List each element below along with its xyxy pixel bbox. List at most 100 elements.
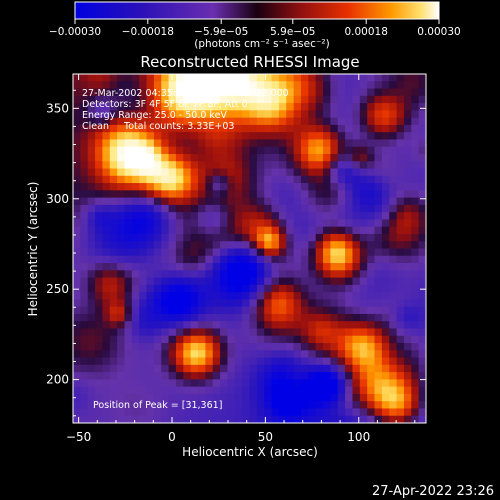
heatmap-cell	[124, 233, 133, 242]
heatmap-cell	[198, 168, 206, 177]
heatmap-cell	[117, 335, 126, 344]
heatmap-cell	[146, 212, 155, 221]
heatmap-cell	[403, 335, 412, 344]
heatmap-cell	[234, 132, 243, 141]
heatmap-cell	[300, 132, 309, 141]
heatmap-cell	[389, 124, 398, 133]
heatmap-cell	[205, 190, 214, 199]
heatmap-cell	[286, 161, 295, 170]
heatmap-cell	[345, 117, 354, 126]
heatmap-cell	[249, 350, 258, 359]
heatmap-cell	[308, 81, 317, 90]
heatmap-cell	[403, 241, 412, 250]
heatmap-cell	[411, 350, 420, 359]
heatmap-cell	[117, 299, 126, 308]
heatmap-cell	[300, 408, 309, 417]
heatmap-cell	[278, 372, 287, 380]
heatmap-cell	[234, 364, 243, 373]
heatmap-cell	[153, 343, 162, 351]
heatmap-cell	[381, 161, 390, 170]
heatmap-cell	[220, 233, 229, 242]
heatmap-cell	[87, 401, 96, 410]
heatmap-cell	[175, 321, 184, 330]
heatmap-cell	[102, 335, 111, 344]
heatmap-cell	[330, 284, 339, 293]
heatmap-cell	[249, 95, 258, 104]
heatmap-cell	[323, 81, 331, 90]
heatmap-cell	[205, 197, 214, 206]
heatmap-cell	[146, 321, 155, 330]
heatmap-cell	[403, 95, 412, 104]
heatmap-cell	[146, 255, 155, 264]
heatmap-cell	[337, 248, 346, 257]
heatmap-cell	[80, 343, 89, 351]
heatmap-cell	[161, 88, 170, 97]
heatmap-cell	[242, 270, 251, 279]
heatmap-cell	[220, 364, 229, 373]
heatmap-cell	[396, 146, 405, 155]
heatmap-cell	[146, 343, 155, 351]
heatmap-cell	[286, 110, 295, 119]
heatmap-cell	[381, 212, 390, 221]
heatmap-cell	[278, 386, 287, 395]
heatmap-cell	[102, 241, 111, 250]
heatmap-cell	[345, 95, 354, 104]
heatmap-cell	[212, 386, 221, 395]
heatmap-cell	[190, 328, 199, 337]
heatmap-cell	[190, 372, 199, 380]
y-tick-label: 350	[46, 101, 69, 115]
heatmap-cell	[95, 372, 104, 380]
heatmap-cell	[396, 139, 405, 148]
heatmap-cell	[271, 248, 280, 257]
heatmap-cell	[175, 335, 184, 344]
heatmap-cell	[264, 204, 273, 213]
heatmap-cell	[205, 335, 214, 344]
heatmap-cell	[146, 175, 155, 184]
heatmap-cell	[352, 117, 361, 126]
heatmap-cell	[234, 117, 243, 126]
heatmap-cell	[234, 212, 243, 221]
heatmap-cell	[403, 124, 412, 133]
heatmap-cell	[205, 321, 214, 330]
heatmap-cell	[227, 175, 236, 184]
heatmap-cell	[359, 153, 368, 162]
heatmap-cell	[315, 364, 324, 373]
heatmap-cell	[278, 88, 287, 97]
heatmap-cell	[227, 226, 236, 235]
heatmap-cell	[161, 255, 170, 264]
heatmap-cell	[403, 372, 412, 380]
heatmap-cell	[153, 183, 162, 191]
heatmap-cell	[381, 343, 390, 351]
heatmap-cell	[220, 270, 229, 279]
heatmap-cell	[73, 88, 81, 97]
heatmap-cell	[117, 306, 126, 315]
heatmap-cell	[278, 313, 287, 322]
heatmap-cell	[124, 161, 133, 170]
heatmap-cell	[87, 161, 96, 170]
heatmap-cell	[315, 74, 324, 82]
heatmap-cell	[87, 328, 96, 337]
heatmap-cell	[212, 401, 221, 410]
heatmap-cell	[109, 153, 118, 162]
heatmap-cell	[330, 321, 339, 330]
heatmap-cell	[359, 364, 368, 373]
heatmap-cell	[234, 379, 243, 388]
heatmap-cell	[352, 146, 361, 155]
heatmap-cell	[249, 241, 258, 250]
heatmap-cell	[411, 190, 420, 199]
heatmap-cell	[345, 357, 354, 366]
heatmap-cell	[337, 110, 346, 119]
heatmap-cell	[139, 408, 148, 417]
heatmap-cell	[161, 175, 170, 184]
heatmap-cell	[109, 248, 118, 257]
heatmap-cell	[278, 74, 287, 82]
heatmap-cell	[183, 233, 192, 242]
heatmap-cell	[352, 233, 361, 242]
heatmap-cell	[139, 343, 148, 351]
heatmap-cell	[205, 386, 214, 395]
heatmap-cell	[153, 263, 162, 271]
heatmap-cell	[249, 81, 258, 90]
heatmap-cell	[396, 190, 405, 199]
heatmap-cell	[139, 175, 148, 184]
heatmap-cell	[168, 183, 177, 191]
